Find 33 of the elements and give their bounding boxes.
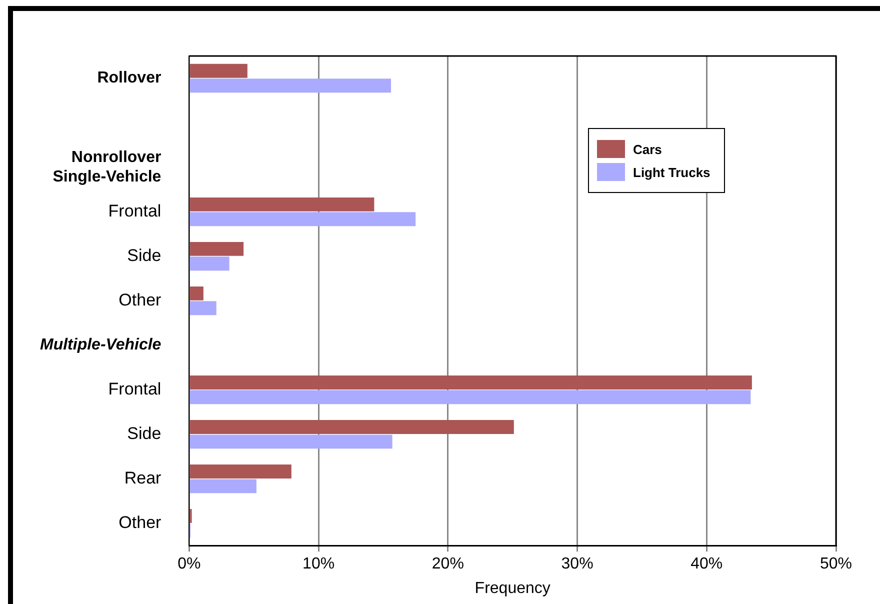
- y-tick-label: Other: [118, 513, 162, 532]
- bar: [190, 197, 374, 212]
- y-tick-label: Rollover: [97, 70, 162, 87]
- bar: [190, 78, 392, 93]
- bar: [190, 212, 416, 226]
- bar: [190, 64, 248, 78]
- y-tick-label: Other: [118, 290, 162, 310]
- bar: [190, 390, 751, 404]
- bar: [190, 420, 514, 434]
- x-tick-label: 0%: [178, 556, 201, 573]
- x-tick-label: 40%: [690, 556, 723, 573]
- bar: [190, 301, 216, 316]
- y-tick-label: Frontal: [108, 380, 162, 399]
- y-tick-label: Multiple-Vehicle: [40, 336, 162, 354]
- x-axis-title: Frequency: [474, 580, 550, 597]
- x-tick-label: 30%: [561, 556, 594, 573]
- y-tick-label: Frontal: [108, 201, 162, 220]
- bar: [190, 376, 752, 390]
- x-tick-label: 10%: [302, 556, 335, 573]
- y-tick-label: Side: [127, 424, 162, 444]
- y-tick-label: Nonrollover Single-Vehicle: [52, 149, 162, 186]
- bar: [190, 434, 392, 449]
- bar: [190, 286, 204, 300]
- bar: [190, 242, 244, 256]
- legend-label: Cars: [633, 142, 662, 156]
- x-tick-label: 50%: [820, 556, 852, 573]
- x-tick-label: 20%: [432, 556, 464, 573]
- bar: [190, 479, 256, 494]
- legend-label: Light Trucks: [633, 164, 710, 180]
- y-tick-label: Rear: [124, 468, 162, 488]
- bar: [190, 464, 292, 478]
- bar: [190, 256, 230, 271]
- y-tick-label: Side: [127, 246, 162, 265]
